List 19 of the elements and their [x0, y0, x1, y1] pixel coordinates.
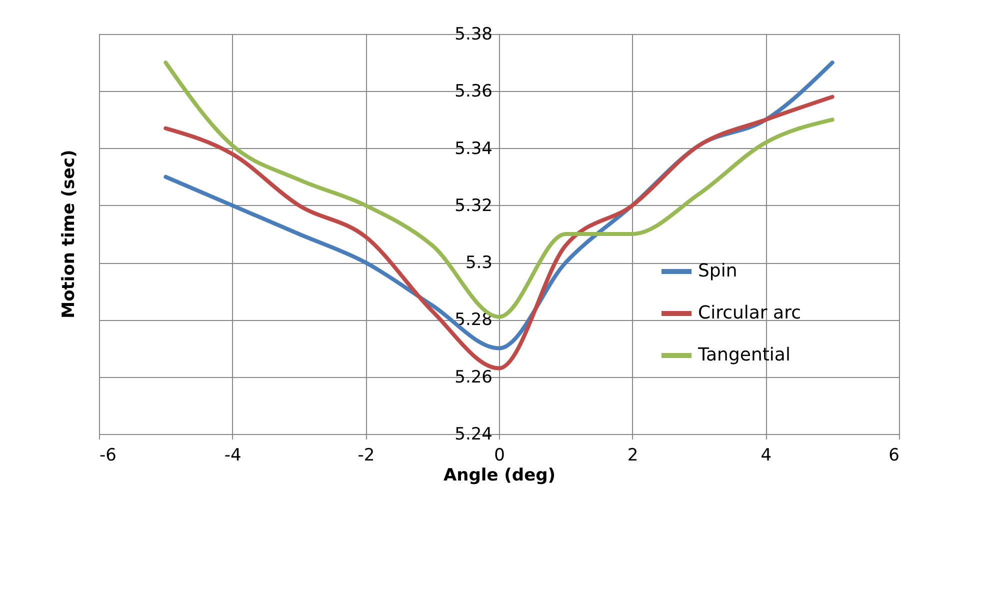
y-tick-label: 5.32	[454, 196, 492, 216]
x-tick-label: -2	[358, 446, 375, 466]
y-axis-title: Motion time (sec)	[59, 150, 79, 318]
y-tick-label: 5.34	[454, 138, 492, 159]
y-tick-label: 5.3	[465, 253, 492, 274]
x-tick-label: 6	[888, 446, 900, 466]
legend-label: Tangential	[697, 344, 790, 366]
y-tick-label: 5.24	[454, 424, 492, 444]
y-tick-label: 5.36	[454, 82, 492, 102]
y-tick-label: 5.26	[454, 367, 492, 388]
x-tick-label: -6	[100, 446, 116, 466]
x-tick-label: -4	[224, 446, 242, 466]
x-tick-label: 0	[494, 446, 505, 466]
y-tick-label: 5.38	[454, 24, 492, 44]
x-tick-label: 2	[627, 446, 638, 466]
x-tick-label: 4	[760, 446, 772, 466]
legend-label: Spin	[698, 260, 738, 282]
x-axis-title: Angle (deg)	[443, 466, 556, 486]
legend-label: Circular arc	[698, 302, 801, 324]
